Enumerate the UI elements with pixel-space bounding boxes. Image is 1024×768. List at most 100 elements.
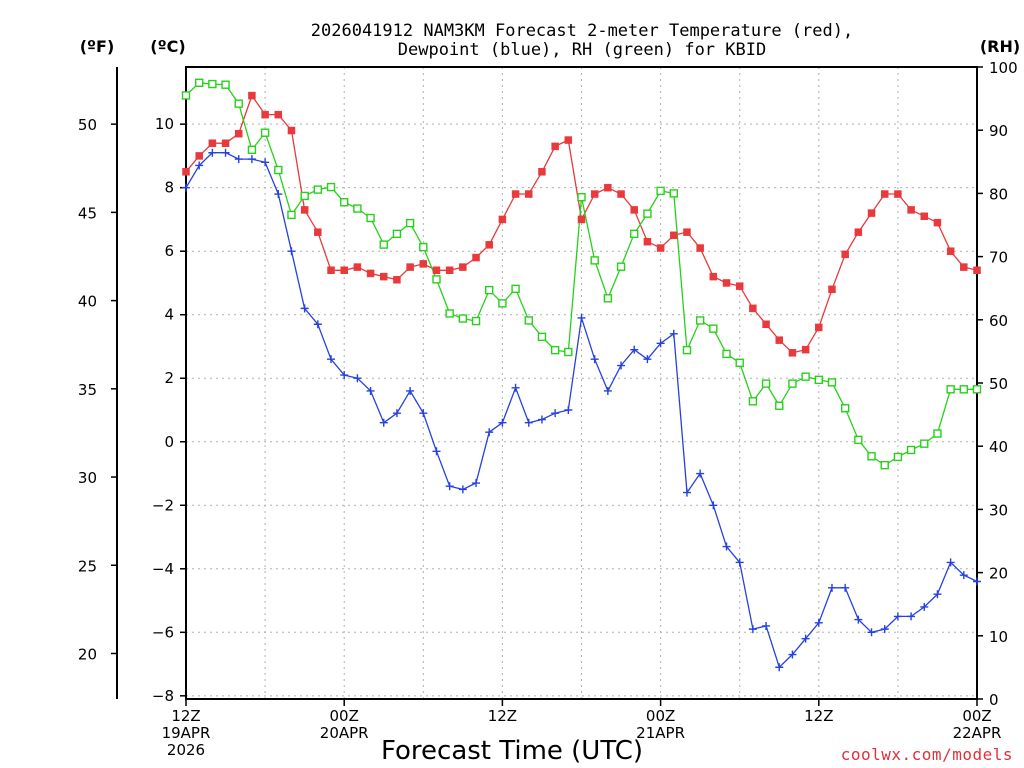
rh-point bbox=[471, 316, 481, 326]
rh-point bbox=[748, 397, 758, 406]
rh-point bbox=[181, 91, 191, 100]
rh-point bbox=[353, 204, 362, 213]
rh-point bbox=[432, 275, 441, 284]
rh-tick-label: 60 bbox=[989, 312, 1008, 330]
temperature-point bbox=[683, 228, 691, 236]
rh-point bbox=[326, 182, 336, 192]
dewpoint-point bbox=[841, 583, 850, 592]
rh-point bbox=[287, 210, 296, 220]
temperature-point bbox=[221, 139, 230, 147]
dewpoint-point bbox=[630, 345, 639, 354]
credit-label: coolwx.com/models bbox=[841, 745, 1013, 764]
temperature-point bbox=[274, 110, 283, 119]
temperature-point bbox=[590, 190, 599, 198]
dewpoint-point bbox=[959, 571, 968, 580]
dewpoint-point bbox=[353, 374, 362, 383]
temperature-point bbox=[366, 269, 375, 278]
rh-point bbox=[313, 185, 323, 194]
temperature-point bbox=[960, 263, 968, 271]
rh-tick-label: 20 bbox=[989, 565, 1008, 583]
rh-tick-label: 10 bbox=[989, 628, 1008, 646]
temperature-point bbox=[801, 345, 810, 354]
temperature-point bbox=[208, 139, 217, 147]
rh-point bbox=[656, 186, 665, 196]
rh-tick-label: 50 bbox=[989, 375, 1008, 393]
rh-point bbox=[827, 378, 837, 387]
x-axis-label: Forecast Time (UTC) bbox=[381, 736, 643, 766]
temperature-point bbox=[643, 237, 652, 246]
dewpoint-point bbox=[261, 158, 270, 167]
dewpoint-point bbox=[472, 479, 481, 488]
temperature-point bbox=[182, 168, 190, 176]
temperature-point bbox=[380, 272, 388, 281]
dewpoint-point bbox=[696, 469, 705, 478]
temperature-point bbox=[577, 215, 586, 224]
temperature-point bbox=[630, 206, 638, 214]
rh-point bbox=[643, 209, 652, 218]
marker-layer bbox=[181, 78, 982, 672]
dewpoint-point bbox=[406, 386, 415, 395]
rh-unit-label: (RH) bbox=[980, 37, 1020, 56]
rh-point bbox=[458, 314, 468, 323]
temperature-point bbox=[340, 266, 348, 275]
rh-tick-label: 100 bbox=[989, 59, 1018, 77]
fahrenheit-unit-label: (ºF) bbox=[80, 37, 115, 56]
rh-point bbox=[867, 452, 876, 461]
dewpoint-point bbox=[788, 650, 797, 659]
rh-point bbox=[405, 218, 415, 228]
fahrenheit-tick-label: 25 bbox=[78, 557, 97, 575]
x-tick-label: 19APR bbox=[162, 724, 211, 742]
rh-point bbox=[630, 229, 639, 239]
dewpoint-point bbox=[814, 618, 823, 627]
temperature-point bbox=[353, 263, 362, 271]
rh-point bbox=[260, 128, 270, 137]
rh-point bbox=[959, 385, 969, 394]
celsius-tick-label: 0 bbox=[164, 433, 174, 451]
rh-point bbox=[590, 256, 599, 265]
dewpoint-point bbox=[392, 409, 401, 418]
celsius-tick-label: −6 bbox=[152, 623, 174, 641]
dewpoint-point bbox=[854, 615, 863, 624]
rh-point bbox=[893, 452, 903, 462]
temperature-point bbox=[828, 285, 836, 294]
rh-point bbox=[524, 316, 533, 325]
dewpoint-point bbox=[722, 542, 731, 551]
x-tick-label: 2026 bbox=[167, 741, 205, 759]
dewpoint-point bbox=[762, 621, 771, 630]
celsius-tick-label: 6 bbox=[164, 242, 174, 260]
rh-tick-label: 80 bbox=[989, 185, 1008, 203]
temperature-point bbox=[393, 276, 401, 284]
temperature-point bbox=[287, 126, 296, 135]
dewpoint-point bbox=[485, 428, 494, 437]
rh-point bbox=[577, 192, 586, 202]
fahrenheit-tick-label: 35 bbox=[78, 381, 97, 399]
rh-point bbox=[880, 460, 889, 470]
dewpoint-point bbox=[379, 418, 388, 427]
rh-point bbox=[194, 78, 204, 88]
celsius-tick-label: 10 bbox=[155, 115, 174, 133]
celsius-unit-label: (ºC) bbox=[150, 37, 185, 56]
temperature-point bbox=[696, 244, 704, 252]
rh-point bbox=[550, 345, 560, 355]
dewpoint-point bbox=[208, 148, 217, 157]
temperature-point bbox=[841, 250, 849, 259]
dewpoint-point bbox=[274, 190, 283, 199]
rh-point bbox=[788, 379, 797, 388]
rh-point bbox=[498, 299, 507, 308]
celsius-tick-label: −2 bbox=[152, 496, 174, 514]
fahrenheit-tick-label: 45 bbox=[78, 204, 97, 222]
temperature-point bbox=[749, 304, 757, 313]
dewpoint-point bbox=[564, 405, 573, 414]
temperature-point bbox=[907, 206, 915, 214]
dewpoint-point bbox=[313, 320, 322, 329]
dewpoint-point bbox=[195, 161, 204, 170]
dewpoint-point bbox=[432, 447, 441, 456]
dewpoint-point bbox=[801, 634, 810, 643]
dewpoint-point bbox=[617, 361, 626, 370]
dewpoint-point bbox=[669, 329, 678, 338]
rh-point bbox=[300, 191, 309, 201]
temperature-point bbox=[946, 247, 955, 255]
celsius-tick-label: −8 bbox=[152, 687, 174, 705]
rh-point bbox=[840, 404, 850, 413]
